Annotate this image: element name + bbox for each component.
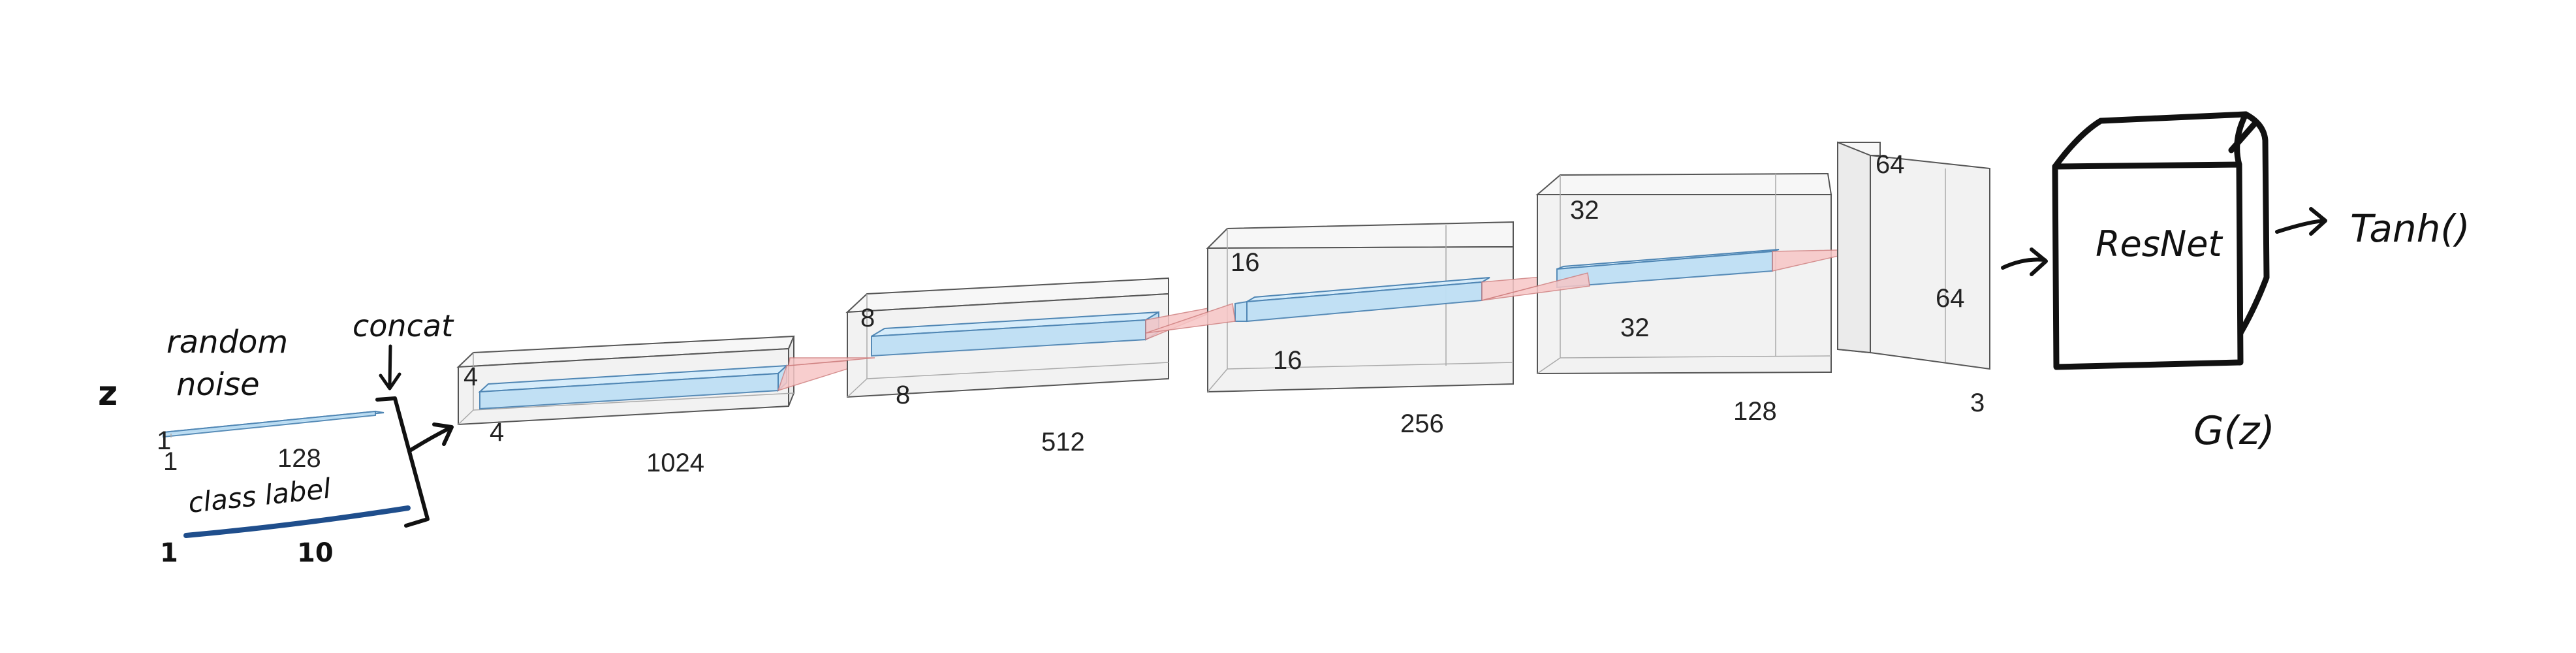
- block-3-channels-label: 256: [1400, 409, 1444, 438]
- block-3: 16 16 256: [1145, 221, 1588, 438]
- block-5-height-label: 64: [1876, 150, 1905, 179]
- class-dim-left: 1: [160, 538, 178, 568]
- concat-down-arrow-icon: [379, 344, 401, 390]
- block-1-height-label: 4: [463, 362, 478, 391]
- block-3-width-label: 16: [1273, 346, 1302, 375]
- block-2-height-label: 8: [860, 304, 875, 332]
- tanh-label: Tanh(): [2350, 206, 2470, 251]
- class-dim-right: 10: [297, 538, 334, 568]
- block-4-height-label: 32: [1570, 196, 1599, 225]
- block-1-channels-label: 1024: [646, 449, 704, 477]
- class-label-text: class label: [187, 472, 332, 519]
- block-5-width-label: 64: [1936, 284, 1965, 313]
- concat-bracket: [375, 396, 430, 528]
- concat-label: concat: [353, 308, 454, 343]
- block-2-channels-label: 512: [1041, 428, 1085, 456]
- noise-vector: [163, 410, 385, 438]
- random-noise-label-line1: random: [166, 324, 288, 360]
- noise-dim-right: 128: [277, 444, 321, 473]
- block-1-width-label: 4: [490, 418, 504, 447]
- block-4-width-label: 32: [1620, 313, 1650, 342]
- resnet-label: ResNet: [2096, 223, 2223, 264]
- noise-dim-left-top: 1: [157, 426, 171, 455]
- block-2: 8 8 512: [788, 277, 1233, 456]
- block-4-channels-label: 128: [1733, 397, 1777, 426]
- block-5-channels-label: 3: [1970, 389, 1985, 417]
- input-section: z random noise 1 1 128 class label 1 10 …: [98, 308, 454, 568]
- noise-dim-left: 1: [163, 447, 178, 476]
- resnet-cube: ResNet: [2052, 111, 2270, 370]
- arrow-to-first-block-icon: [408, 422, 454, 453]
- class-label-vector: [183, 505, 411, 538]
- z-label: z: [98, 374, 118, 413]
- generator-label: G(z): [2193, 408, 2275, 454]
- arrow-to-tanh-icon: [2275, 207, 2327, 236]
- block-3-height-label: 16: [1231, 248, 1260, 277]
- block-5: 64 64 3: [1837, 141, 1990, 417]
- random-noise-label-line2: noise: [176, 366, 260, 403]
- block-4: 32 32 128: [1481, 172, 1868, 426]
- arrow-to-resnet-icon: [2001, 247, 2048, 276]
- block-2-width-label: 8: [896, 381, 910, 409]
